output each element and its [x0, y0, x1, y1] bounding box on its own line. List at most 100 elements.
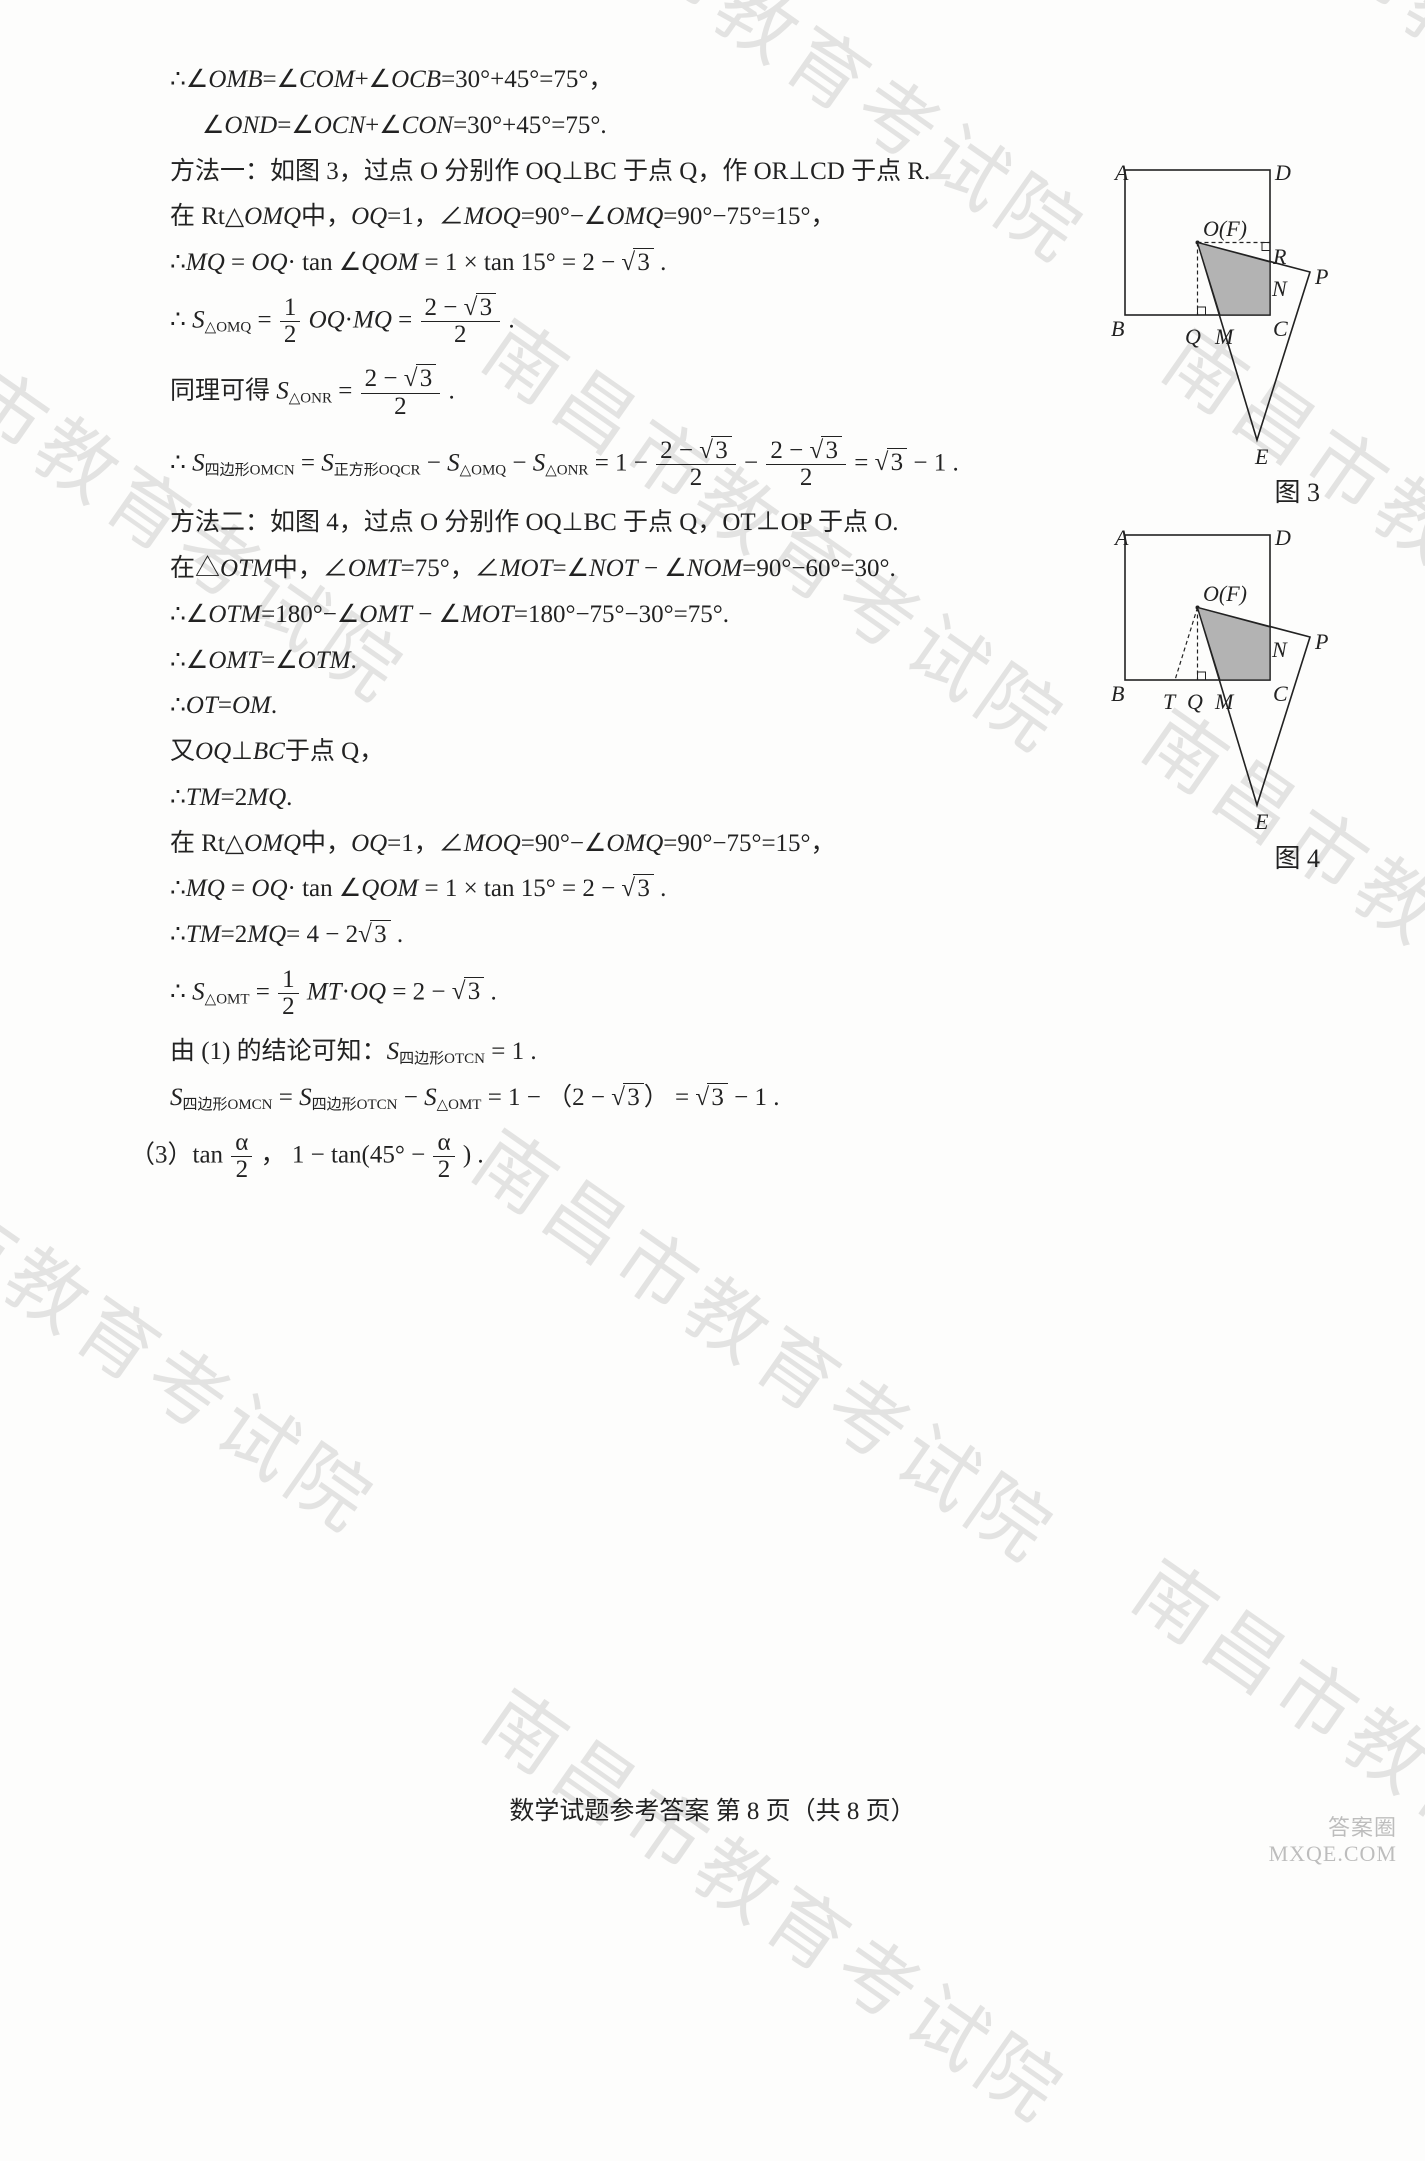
var: OMT — [208, 647, 261, 674]
radicand: 3 — [821, 436, 842, 464]
text: =180°−75°−30°=75°. — [514, 601, 729, 628]
text: =75°，∠ — [401, 555, 500, 582]
var: MOT — [500, 555, 553, 582]
label-T: T — [1163, 683, 1175, 722]
line-16: 在 Rt△OMQ中，OQ=1，∠MOQ=90°−∠OMQ=90°−75°=15°… — [170, 822, 1000, 866]
sqrt: 3 — [809, 438, 842, 464]
text: = 1 × tan 15° = 2 − — [418, 875, 621, 902]
line-22: （3）tan α2 ， 1 − tan(45° − α2 ) . — [130, 1122, 1000, 1192]
label-M: M — [1215, 318, 1233, 357]
text: =∠ — [277, 112, 314, 139]
var: S — [170, 1084, 183, 1111]
subscript: △OMT — [205, 991, 250, 1007]
var: OTM — [208, 601, 261, 628]
var: NOM — [687, 555, 743, 582]
denominator: 2 — [231, 1157, 252, 1183]
figure-4-caption: 图 4 — [1274, 836, 1320, 882]
radicand: 3 — [476, 293, 497, 321]
var: MQ — [186, 875, 225, 902]
sqrt: 3 — [404, 366, 437, 392]
text: . — [448, 378, 454, 405]
text: （3）tan — [130, 1141, 223, 1168]
text: . — [654, 249, 667, 276]
numerator: 2 − 3 — [421, 295, 501, 322]
text: = — [218, 692, 232, 719]
line-14: 又OQ⊥BC于点 Q， — [170, 730, 1000, 774]
var: OTM — [220, 555, 273, 582]
line-3: 方法一：如图 3，过点 O 分别作 OQ⊥BC 于点 Q，作 OR⊥CD 于点 … — [170, 150, 1000, 194]
text: =90°−∠ — [521, 203, 607, 230]
text: ∴ — [170, 249, 186, 276]
line-5: ∴MQ = OQ· tan ∠QOM = 1 × tan 15° = 2 − 3… — [170, 241, 1000, 285]
var: S — [424, 1084, 437, 1111]
line-21: S四边形OMCN = S四边形OTCN − S△OMT = 1 − （2 − 3… — [170, 1076, 1000, 1120]
line-11: ∴∠OTM=180°−∠OMT − ∠MOT=180°−75°−30°=75°. — [170, 593, 1000, 637]
text: . — [484, 978, 497, 1005]
text: =∠ — [262, 66, 299, 93]
text: − — [397, 1084, 424, 1111]
sqrt: 3 — [358, 913, 391, 957]
text: 中，∠ — [273, 555, 348, 582]
text: 2 − — [425, 294, 464, 321]
var: S — [533, 449, 546, 476]
line-20: 由 (1) 的结论可知：S四边形OTCN = 1 . — [170, 1030, 1000, 1074]
label-D: D — [1275, 519, 1291, 558]
radicand: 3 — [464, 977, 485, 1005]
text: − — [744, 449, 764, 476]
var: OMQ — [244, 830, 301, 857]
figure-3-caption: 图 3 — [1274, 470, 1320, 516]
var: BC — [253, 738, 285, 765]
solution-body: ∴∠OMB=∠COM+∠OCB=30°+45°=75°， ∠OND=∠OCN+∠… — [170, 58, 1000, 1191]
text: ⊥ — [231, 738, 253, 765]
radicand: 3 — [707, 1083, 728, 1111]
line-13: ∴OT=OM. — [170, 684, 1000, 728]
fraction: 2 − 32 — [656, 438, 736, 492]
radicand: 3 — [633, 874, 654, 902]
line-4: 在 Rt△OMQ中，OQ=1，∠MOQ=90°−∠OMQ=90°−75°=15°… — [170, 195, 1000, 239]
text: 在 Rt△ — [170, 203, 244, 230]
var: NOT — [589, 555, 638, 582]
fraction: α2 — [433, 1130, 454, 1184]
text: ∴ — [170, 978, 192, 1005]
var: S — [387, 1038, 400, 1065]
var: OQ — [350, 978, 386, 1005]
var: OMT — [348, 555, 401, 582]
denominator: 2 — [433, 1157, 454, 1183]
line-18: ∴TM=2MQ= 4 − 23 . — [170, 913, 1000, 957]
text: 2 − — [770, 437, 809, 464]
text: − 1 . — [907, 449, 959, 476]
text: . — [391, 921, 404, 948]
text: 在△ — [170, 555, 220, 582]
radicand: 3 — [711, 436, 732, 464]
text: ， 1 − tan(45° − — [261, 1141, 432, 1168]
label-B: B — [1111, 310, 1124, 349]
text: = — [250, 978, 277, 1005]
figure-3: A D O(F) R P N B Q M C E — [1105, 160, 1385, 450]
subscript: △OMT — [437, 1097, 482, 1113]
label-P: P — [1315, 623, 1328, 662]
var: MQ — [247, 921, 286, 948]
denominator: 2 — [766, 465, 846, 491]
sqrt: 3 — [699, 438, 732, 464]
fraction: 2 − 32 — [361, 366, 441, 420]
var: OQ — [351, 830, 387, 857]
var: S — [321, 449, 334, 476]
label-B: B — [1111, 675, 1124, 714]
figure-3-svg — [1105, 160, 1385, 450]
line-19: ∴ S△OMT = 12 MT·OQ = 2 − 3 . — [170, 959, 1000, 1029]
text: 同理可得 — [170, 378, 276, 405]
radicand: 3 — [887, 448, 908, 476]
numerator: 1 — [280, 295, 301, 322]
radicand: 3 — [416, 364, 437, 392]
logo-line2: MXQE.COM — [1269, 1841, 1397, 1866]
text: =1，∠ — [387, 830, 464, 857]
sqrt: 3 — [464, 295, 497, 321]
var: S — [447, 449, 460, 476]
var: QOM — [361, 875, 418, 902]
var: MOQ — [464, 203, 521, 230]
var: MOQ — [464, 830, 521, 857]
text: =∠ — [553, 555, 590, 582]
text: . — [350, 647, 356, 674]
figure-4-svg — [1105, 525, 1385, 815]
text: · — [342, 978, 350, 1005]
